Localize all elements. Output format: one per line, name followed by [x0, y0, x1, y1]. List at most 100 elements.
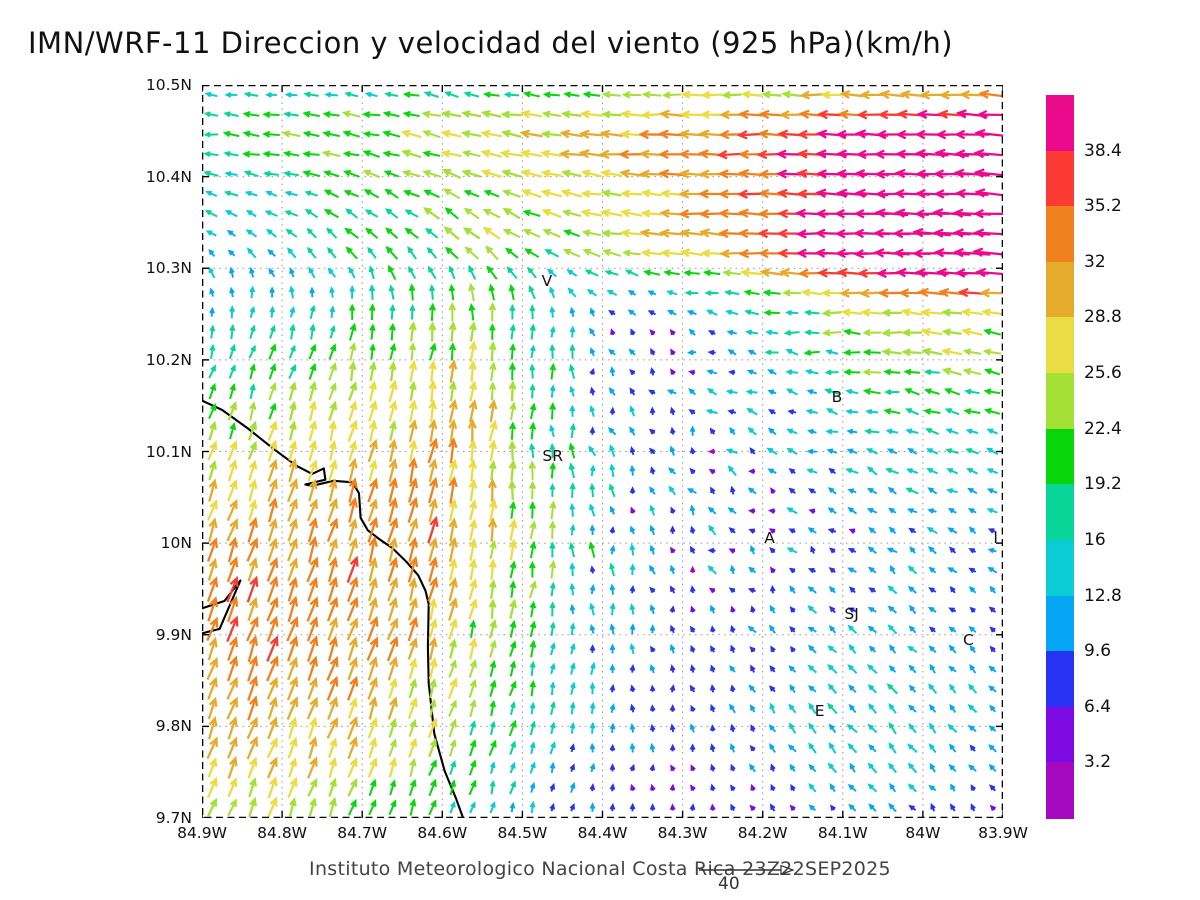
wind-arrow-head	[867, 487, 874, 494]
wind-arrow-head	[884, 389, 892, 396]
wind-arrow-head	[853, 228, 865, 239]
wind-arrow-shaft	[468, 781, 477, 796]
wind-arrow-head	[423, 207, 432, 216]
wind-arrow-head	[806, 448, 814, 455]
wind-arrow-head	[369, 736, 378, 747]
wind-arrow-shaft	[287, 637, 298, 662]
wind-arrow-head	[444, 246, 453, 255]
wind-arrow-shaft	[702, 251, 723, 255]
wind-arrow-shaft	[523, 189, 542, 199]
wind-arrow-head	[689, 504, 696, 512]
wind-arrow-shaft	[469, 323, 475, 342]
wind-arrow-head	[609, 505, 616, 513]
wind-arrow-head	[959, 90, 971, 100]
wind-arrow-shaft	[266, 577, 278, 603]
wind-arrow-head	[649, 663, 656, 671]
wind-arrow-head	[868, 703, 875, 710]
wind-arrow-head	[846, 723, 854, 730]
wind-arrow-shaft	[368, 780, 376, 797]
wind-arrow-head	[467, 418, 477, 429]
wind-arrow-shaft	[248, 501, 256, 521]
wind-arrow-head	[549, 482, 556, 490]
wind-arrow-head	[499, 149, 510, 159]
wind-arrow-head	[224, 171, 232, 177]
wind-arrow-head	[706, 369, 714, 375]
wind-arrow-head	[289, 757, 298, 767]
wind-arrow-head	[344, 227, 352, 235]
wind-arrow-shaft	[404, 112, 420, 118]
wind-arrow-head	[620, 189, 631, 199]
wind-arrow-head	[787, 744, 795, 751]
wind-arrow-head	[229, 575, 239, 587]
wind-arrow-shaft	[288, 460, 297, 483]
wind-arrow-head	[489, 361, 497, 371]
wind-arrow-head	[322, 111, 331, 118]
wind-arrow-shaft	[764, 291, 781, 295]
wind-arrow-head	[933, 169, 945, 179]
wind-arrow-head	[249, 363, 256, 371]
wind-arrow-shaft	[543, 132, 562, 137]
wind-arrow-head	[461, 110, 471, 118]
wind-arrow-head	[986, 507, 994, 514]
wind-arrow-head	[767, 427, 775, 434]
wind-arrow-head	[249, 537, 259, 549]
wind-arrow-shaft	[208, 384, 216, 400]
wind-arrow-head	[489, 618, 498, 629]
wind-arrow-head	[389, 617, 399, 629]
wind-arrow-head	[984, 368, 992, 375]
wind-arrow-head	[867, 625, 875, 632]
wind-arrow-head	[589, 503, 595, 511]
wind-arrow-head	[306, 246, 314, 254]
wind-arrow-head	[204, 91, 212, 98]
wind-arrow-head	[306, 227, 313, 235]
x-tick-label: 84.2W	[737, 824, 788, 842]
wind-arrow-head	[881, 328, 891, 337]
wind-arrow-shaft	[227, 481, 237, 502]
wind-arrow-head	[906, 508, 914, 514]
wind-arrow-head	[908, 804, 915, 811]
wind-arrow-head	[609, 623, 616, 631]
wind-arrow-head	[529, 701, 536, 709]
wind-arrow-head	[699, 110, 710, 120]
wind-arrow-head	[589, 482, 596, 490]
wind-arrow-shaft	[469, 639, 476, 660]
wind-arrow-head	[488, 498, 498, 509]
wind-arrow-shaft	[387, 519, 398, 543]
wind-vector-plot[interactable]: V B SR A SJ C E I	[202, 85, 1003, 818]
wind-arrow-head	[349, 736, 358, 747]
wind-arrow-shaft	[530, 325, 535, 340]
wind-arrow-head	[485, 245, 494, 254]
wind-arrow-shaft	[386, 246, 399, 260]
wind-arrow-head	[470, 801, 476, 808]
wind-arrow-head	[209, 287, 215, 295]
wind-arrow-head	[289, 776, 298, 787]
wind-arrow-head	[388, 596, 398, 608]
wind-arrow-shaft	[543, 171, 562, 177]
wind-arrow-head	[322, 130, 331, 138]
wind-arrow-head	[287, 247, 294, 254]
wind-arrow-head	[208, 696, 218, 708]
wind-arrow-head	[389, 303, 396, 312]
wind-arrow-shaft	[206, 658, 218, 681]
wind-arrow-head	[988, 665, 995, 672]
wind-arrow-head	[408, 380, 417, 391]
wind-arrow-head	[388, 536, 398, 548]
wind-arrow-head	[856, 110, 868, 120]
wind-arrow-head	[988, 763, 995, 771]
wind-arrow-head	[690, 784, 696, 791]
wind-arrow-head	[968, 724, 975, 731]
wind-arrow-head	[349, 596, 359, 608]
wind-arrow-head	[915, 169, 926, 179]
wind-arrow-head	[228, 458, 238, 470]
wind-arrow-shaft	[227, 638, 237, 661]
wind-arrow-head	[284, 210, 292, 216]
wind-arrow-shaft	[329, 422, 335, 442]
wind-arrow-head	[269, 776, 278, 787]
wind-arrow-head	[678, 169, 690, 179]
wind-arrow-head	[769, 665, 776, 672]
wind-arrow-shaft	[429, 600, 436, 620]
wind-arrow-head	[341, 110, 351, 118]
wind-arrow-head	[544, 249, 552, 255]
wind-arrow-head	[627, 289, 635, 296]
wind-arrow-shaft	[905, 370, 920, 374]
